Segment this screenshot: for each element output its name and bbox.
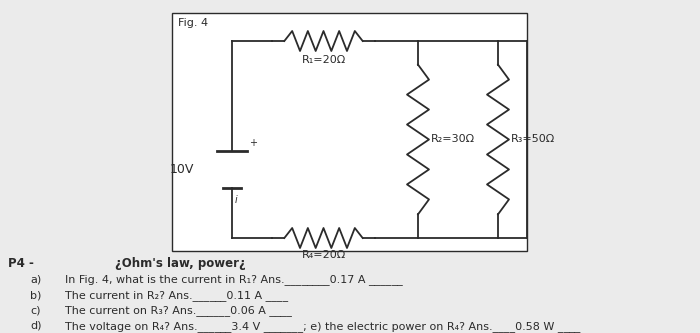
FancyBboxPatch shape: [172, 13, 527, 251]
Text: ¿Ohm's law, power¿: ¿Ohm's law, power¿: [115, 257, 246, 270]
Text: d): d): [30, 321, 41, 331]
Text: R₁=20Ω: R₁=20Ω: [302, 55, 346, 65]
Text: c): c): [30, 305, 41, 315]
Text: In Fig. 4, what is the current in R₁? Ans.________0.17 A ______: In Fig. 4, what is the current in R₁? An…: [65, 274, 402, 285]
Text: R₂=30Ω: R₂=30Ω: [431, 135, 475, 145]
Text: a): a): [30, 274, 41, 284]
Text: b): b): [30, 290, 41, 300]
Text: R₄=20Ω: R₄=20Ω: [302, 250, 346, 260]
Text: The current in R₂? Ans.______0.11 A ____: The current in R₂? Ans.______0.11 A ____: [65, 290, 288, 301]
Text: Fig. 4: Fig. 4: [178, 18, 208, 28]
Text: The current on R₃? Ans.______0.06 A ____: The current on R₃? Ans.______0.06 A ____: [65, 305, 292, 316]
Text: The voltage on R₄? Ans.______3.4 V _______; e) the electric power on R₄? Ans.___: The voltage on R₄? Ans.______3.4 V _____…: [65, 321, 580, 332]
Text: P4 -: P4 -: [8, 257, 34, 270]
Text: 10V: 10V: [169, 163, 194, 176]
Text: i: i: [235, 195, 238, 205]
Text: +: +: [249, 138, 257, 148]
Text: R₃=50Ω: R₃=50Ω: [511, 135, 555, 145]
